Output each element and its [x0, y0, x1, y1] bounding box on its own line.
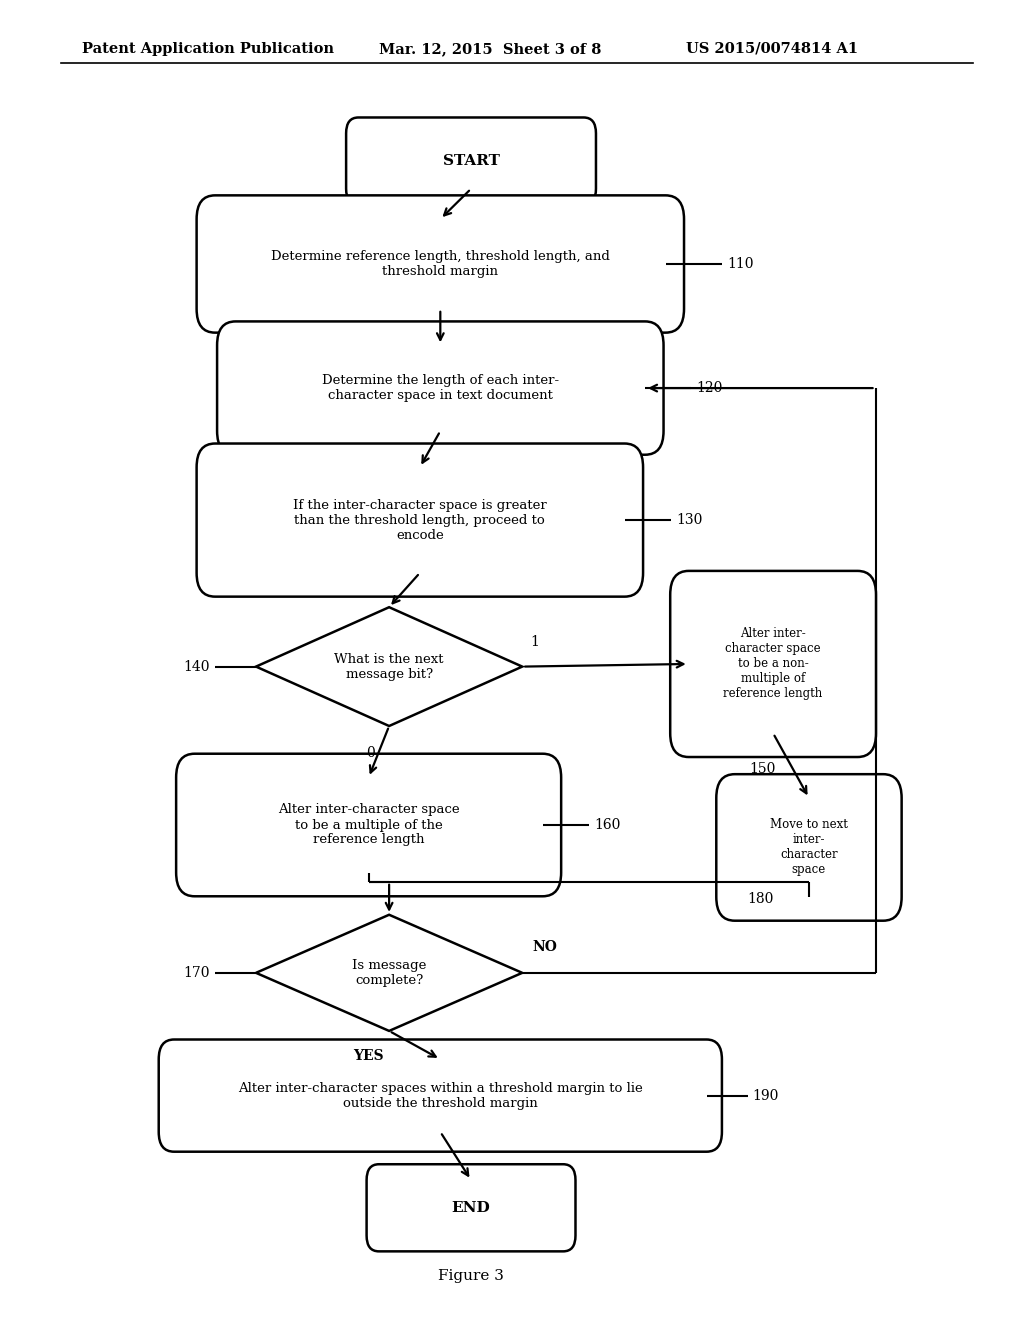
FancyBboxPatch shape [159, 1040, 722, 1151]
FancyBboxPatch shape [176, 754, 561, 896]
Text: Mar. 12, 2015  Sheet 3 of 8: Mar. 12, 2015 Sheet 3 of 8 [379, 42, 601, 55]
Text: 110: 110 [727, 257, 754, 271]
FancyBboxPatch shape [197, 195, 684, 333]
Text: 1: 1 [530, 635, 540, 649]
Text: If the inter-character space is greater
than the threshold length, proceed to
en: If the inter-character space is greater … [293, 499, 547, 541]
Text: 120: 120 [696, 381, 723, 395]
Text: 140: 140 [183, 660, 210, 673]
Polygon shape [256, 607, 522, 726]
Text: Patent Application Publication: Patent Application Publication [82, 42, 334, 55]
Text: Move to next
inter-
character
space: Move to next inter- character space [770, 818, 848, 876]
Text: END: END [452, 1201, 490, 1214]
Text: 170: 170 [183, 966, 210, 979]
Text: 190: 190 [753, 1089, 779, 1102]
FancyBboxPatch shape [367, 1164, 575, 1251]
Text: NO: NO [532, 940, 557, 954]
FancyBboxPatch shape [197, 444, 643, 597]
FancyBboxPatch shape [217, 322, 664, 454]
Text: 180: 180 [748, 892, 774, 907]
Text: Alter inter-character spaces within a threshold margin to lie
outside the thresh: Alter inter-character spaces within a th… [238, 1081, 643, 1110]
Text: 160: 160 [594, 818, 621, 832]
FancyBboxPatch shape [670, 570, 876, 758]
FancyBboxPatch shape [717, 774, 902, 921]
Text: US 2015/0074814 A1: US 2015/0074814 A1 [686, 42, 858, 55]
Text: Is message
complete?: Is message complete? [352, 958, 426, 987]
Text: Figure 3: Figure 3 [438, 1270, 504, 1283]
Text: Determine the length of each inter-
character space in text document: Determine the length of each inter- char… [322, 374, 559, 403]
Text: What is the next
message bit?: What is the next message bit? [335, 652, 443, 681]
Polygon shape [256, 915, 522, 1031]
FancyBboxPatch shape [346, 117, 596, 205]
Text: Determine reference length, threshold length, and
threshold margin: Determine reference length, threshold le… [271, 249, 609, 279]
Text: 130: 130 [676, 513, 702, 527]
Text: Alter inter-
character space
to be a non-
multiple of
reference length: Alter inter- character space to be a non… [724, 627, 822, 701]
Text: 0: 0 [367, 746, 375, 760]
Text: Alter inter-character space
to be a multiple of the
reference length: Alter inter-character space to be a mult… [278, 804, 460, 846]
Text: YES: YES [353, 1049, 384, 1064]
Text: 150: 150 [750, 763, 776, 776]
Text: START: START [442, 154, 500, 168]
